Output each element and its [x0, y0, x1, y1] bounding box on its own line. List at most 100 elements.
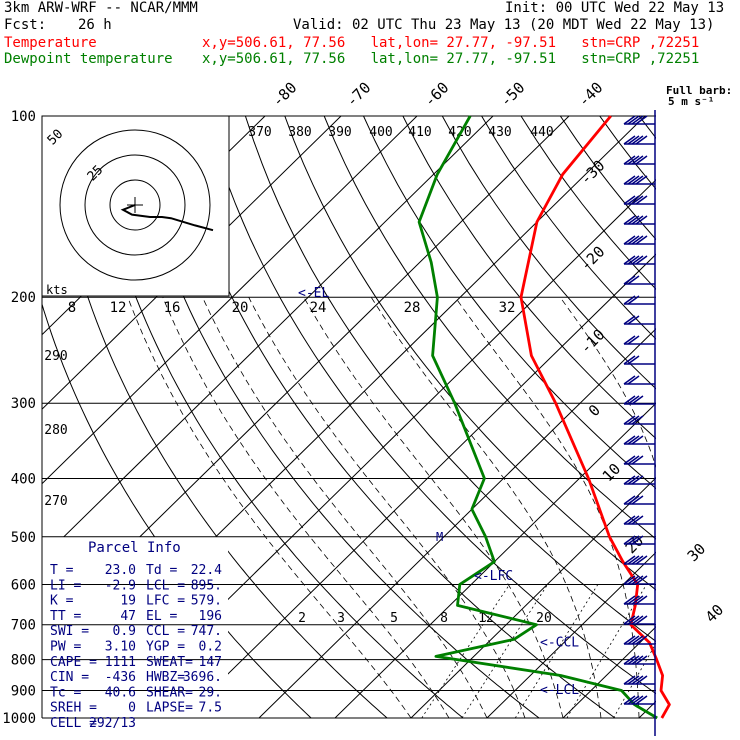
isotherm-label: 30 [684, 540, 710, 566]
barb-flag [631, 395, 644, 405]
barb-flag [627, 255, 640, 265]
parcel-param-label: Td = [146, 563, 177, 578]
hodograph-ring [59, 129, 211, 281]
barb-flag [627, 515, 640, 525]
dry-adiabat [520, 116, 656, 290]
parcel-param-value: 7.5 [199, 701, 222, 716]
temperature-profile [519, 115, 671, 719]
level-marker: M [436, 530, 443, 544]
mixing-ratio-line [675, 584, 740, 718]
pressure-label: 200 [11, 290, 36, 306]
barb-flag [623, 535, 636, 545]
isotherm-label: -60 [421, 79, 453, 111]
barb-flag [623, 215, 636, 225]
barb-flag [623, 595, 636, 605]
parcel-param-label: SWI = [50, 624, 89, 639]
barb-flag [631, 155, 644, 165]
barb-flag [631, 495, 644, 505]
parcel-param-label: CIN = [50, 670, 89, 685]
barb-flag [631, 555, 644, 565]
mixing-ratio-line [421, 584, 510, 718]
parcel-param-value: 47 [120, 609, 136, 624]
isotherm-label: -40 [575, 79, 607, 111]
isotherm-label: -50 [497, 79, 529, 111]
mixing-ratio-line [613, 642, 656, 718]
parcel-param-value: 747. [191, 624, 222, 639]
wind-barb [623, 535, 655, 545]
parcel-param-value: 29. [199, 685, 222, 700]
parcel-param-value: -2.9 [105, 578, 136, 593]
barb-flag [631, 235, 644, 245]
wind-barb [623, 635, 655, 645]
parcel-param-label: YGP = [146, 640, 185, 655]
wind-barb [623, 575, 655, 585]
barb-flag [627, 115, 640, 125]
parcel-param-label: SREH = [50, 701, 97, 716]
moist-adiabat [454, 296, 640, 718]
barb-flag [627, 535, 640, 545]
theta-label: 430 [488, 125, 511, 140]
barb-flag [635, 615, 648, 625]
barb-flag [631, 215, 644, 225]
dry-adiabat [244, 116, 656, 643]
isotherm-label: -20 [577, 243, 609, 275]
barb-flag [631, 655, 644, 665]
pressure-label: 900 [11, 683, 36, 699]
barb-flag [623, 455, 636, 465]
wind-barb [623, 395, 655, 405]
pressure-label: 100 [11, 109, 36, 125]
dry-adiabat [402, 116, 656, 440]
barb-flag [631, 455, 644, 465]
wind-barb [623, 275, 655, 285]
barb-flag [635, 255, 648, 265]
wind-barb [623, 255, 655, 265]
barb-flag [623, 615, 636, 625]
dewpoint-profile [417, 115, 658, 720]
barb-flag [631, 195, 644, 205]
parcel-param-label: CCL = [146, 624, 185, 639]
barb-flag [627, 215, 640, 225]
barb-flag [627, 295, 640, 305]
isotherm-line [715, 116, 740, 718]
barb-flag [631, 175, 644, 185]
barb-flag [635, 215, 648, 225]
wind-barb [623, 375, 655, 385]
parcel-param-label: K = [50, 594, 74, 609]
barb-flag [627, 475, 640, 485]
parcel-param-value: 196 [199, 609, 222, 624]
hodograph-speed-label: kts [46, 283, 68, 297]
barb-flag [631, 255, 644, 265]
wind-barb [623, 315, 655, 325]
theta-label: 270 [44, 494, 67, 509]
barb-flag [623, 555, 636, 565]
pressure-label: 500 [11, 530, 36, 546]
barb-flag [631, 635, 644, 645]
barb-flag [631, 675, 644, 685]
wind-barb [623, 675, 655, 685]
barb-flag [623, 335, 636, 345]
barb-flag [623, 635, 636, 645]
barb-flag [623, 355, 636, 365]
valid-time: Valid: 02 UTC Thu 23 May 13 (20 MDT Wed … [293, 17, 715, 33]
isotherm-label: -10 [577, 326, 609, 358]
parcel-param-value: 0.9 [113, 624, 136, 639]
barb-flag [635, 135, 648, 145]
barb-flag [627, 555, 640, 565]
level-marker: <-LCL [540, 683, 579, 698]
barb-flag [627, 495, 640, 505]
barb-flag [627, 155, 640, 165]
barb-flag [623, 115, 636, 125]
parcel-param-value: 23.0 [105, 563, 136, 578]
barb-flag [627, 275, 640, 285]
mixing-ratio-line [461, 584, 548, 718]
barb-flag [635, 115, 648, 125]
isotherm-line [258, 328, 656, 718]
hodograph-trace [120, 204, 214, 232]
level-marker: <-LFC [474, 569, 513, 584]
hodograph-speed-tick: 28 [404, 300, 421, 316]
barb-flag [631, 595, 644, 605]
parcel-param-label: SWEAT= [146, 655, 193, 670]
theta-label: 400 [369, 125, 392, 140]
parcel-title: Parcel Info [88, 540, 181, 556]
